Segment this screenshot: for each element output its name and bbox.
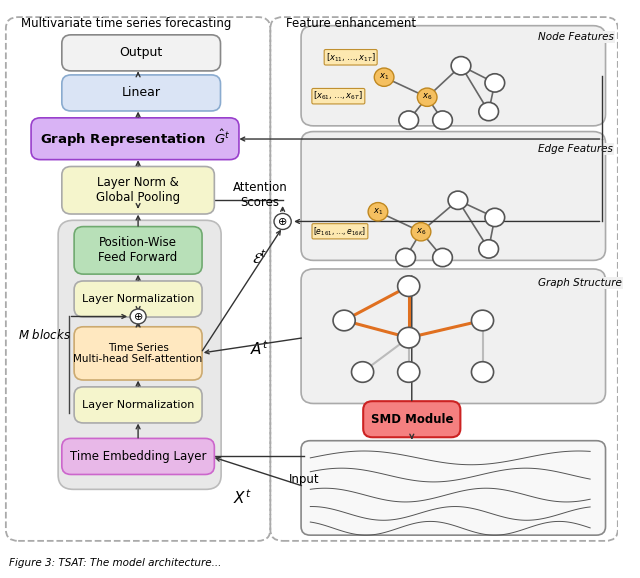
Text: Graph Structure: Graph Structure <box>538 278 621 288</box>
Text: SMD Module: SMD Module <box>371 413 453 426</box>
Text: Attention
Scores: Attention Scores <box>232 180 287 209</box>
Text: $x_1$: $x_1$ <box>373 206 383 217</box>
Text: Node Features: Node Features <box>538 32 614 42</box>
Text: Multivariate time series forecasting: Multivariate time series forecasting <box>21 17 232 30</box>
Circle shape <box>374 68 394 86</box>
Circle shape <box>433 111 452 129</box>
Circle shape <box>333 310 355 331</box>
Text: $\oplus$: $\oplus$ <box>133 311 143 322</box>
Text: Layer Normalization: Layer Normalization <box>82 400 195 410</box>
Text: $[x_{11},\ldots,x_{1T}]$: $[x_{11},\ldots,x_{1T}]$ <box>326 51 376 64</box>
Text: $[x_{61},\ldots,x_{6T}]$: $[x_{61},\ldots,x_{6T}]$ <box>314 90 364 102</box>
FancyBboxPatch shape <box>31 118 239 160</box>
Text: Output: Output <box>120 46 163 60</box>
FancyBboxPatch shape <box>62 166 214 214</box>
FancyBboxPatch shape <box>74 327 202 380</box>
Text: Time Embedding Layer: Time Embedding Layer <box>70 450 206 463</box>
Text: $\mathcal{E}^t$: $\mathcal{E}^t$ <box>252 248 268 267</box>
FancyBboxPatch shape <box>62 35 221 71</box>
Text: Linear: Linear <box>122 87 161 99</box>
Text: $X^t$: $X^t$ <box>233 488 252 507</box>
Circle shape <box>485 208 505 227</box>
Text: $A^t$: $A^t$ <box>250 340 269 358</box>
Circle shape <box>397 327 420 348</box>
FancyBboxPatch shape <box>301 269 605 403</box>
Circle shape <box>399 111 419 129</box>
Circle shape <box>479 240 499 258</box>
Text: Edge Features: Edge Features <box>538 144 612 154</box>
Text: $x_1$: $x_1$ <box>379 72 389 83</box>
FancyBboxPatch shape <box>74 387 202 423</box>
Text: Graph Representation  $\hat{G}^t$: Graph Representation $\hat{G}^t$ <box>40 128 230 149</box>
Circle shape <box>274 213 291 229</box>
Text: Time Series
Multi-head Self-attention: Time Series Multi-head Self-attention <box>74 343 203 364</box>
Text: Feature enhancement: Feature enhancement <box>285 17 416 30</box>
FancyBboxPatch shape <box>301 25 605 126</box>
Text: Layer Norm &
Global Pooling: Layer Norm & Global Pooling <box>96 176 180 204</box>
Text: Input: Input <box>289 473 319 486</box>
Circle shape <box>130 309 146 324</box>
Text: $[e_{161},\ldots,e_{16K}]$: $[e_{161},\ldots,e_{16K}]$ <box>314 225 367 238</box>
Text: $x_6$: $x_6$ <box>416 227 426 237</box>
Circle shape <box>433 249 452 266</box>
FancyBboxPatch shape <box>363 401 460 438</box>
Circle shape <box>479 102 499 121</box>
FancyBboxPatch shape <box>74 281 202 317</box>
FancyBboxPatch shape <box>301 132 605 260</box>
Text: Layer Normalization: Layer Normalization <box>82 294 195 304</box>
Text: Position-Wise
Feed Forward: Position-Wise Feed Forward <box>99 236 178 264</box>
FancyBboxPatch shape <box>301 440 605 535</box>
Circle shape <box>485 74 505 92</box>
Circle shape <box>451 57 471 75</box>
Circle shape <box>411 223 431 241</box>
Text: $M$ blocks: $M$ blocks <box>18 328 71 342</box>
Circle shape <box>472 362 493 382</box>
Circle shape <box>448 191 468 209</box>
Circle shape <box>368 202 388 221</box>
FancyBboxPatch shape <box>58 220 221 490</box>
Text: $\oplus$: $\oplus$ <box>278 216 288 227</box>
Text: $x_6$: $x_6$ <box>422 92 433 102</box>
FancyBboxPatch shape <box>62 75 221 111</box>
Text: Figure 3: TSAT: The model architecture...: Figure 3: TSAT: The model architecture..… <box>9 558 221 568</box>
Circle shape <box>417 88 437 106</box>
FancyBboxPatch shape <box>62 438 214 475</box>
FancyBboxPatch shape <box>74 227 202 274</box>
Circle shape <box>396 249 415 266</box>
Circle shape <box>472 310 493 331</box>
Circle shape <box>397 362 420 382</box>
Circle shape <box>351 362 374 382</box>
Circle shape <box>397 276 420 297</box>
